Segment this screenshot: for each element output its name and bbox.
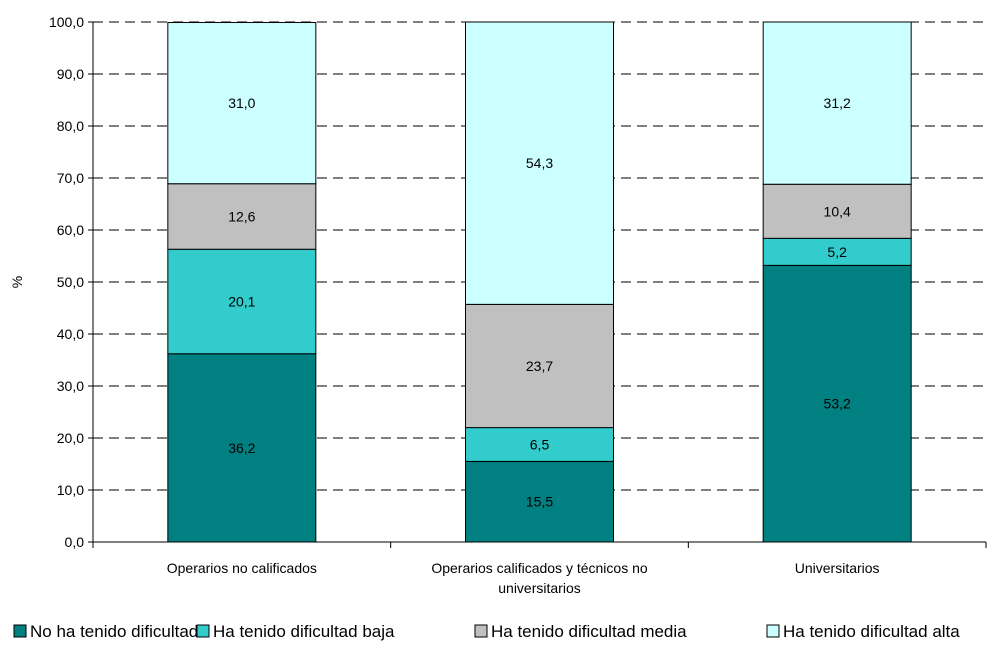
bar-segment bbox=[465, 460, 614, 543]
data-label: 23,7 bbox=[526, 358, 553, 374]
x-tick-label: Operarios calificados y técnicos no unive… bbox=[431, 560, 648, 596]
bar-segment bbox=[762, 21, 912, 185]
y-tick-label: 40,0 bbox=[57, 326, 84, 342]
bar-segment bbox=[167, 248, 317, 355]
data-label: 53,2 bbox=[824, 396, 851, 412]
legend: No ha tenido dificultad Ha tenido dificul… bbox=[13, 622, 960, 641]
bar-segment bbox=[762, 183, 912, 239]
y-tick-label: 50,0 bbox=[57, 274, 84, 290]
bar-segment bbox=[167, 353, 317, 543]
y-tick-label: 80,0 bbox=[57, 118, 84, 134]
y-tick-label: 90,0 bbox=[57, 66, 84, 82]
bars bbox=[167, 21, 912, 543]
data-label: 12,6 bbox=[228, 208, 255, 224]
data-label: 54,3 bbox=[526, 155, 553, 171]
bar-segment bbox=[465, 427, 614, 462]
y-tick-label: 0,0 bbox=[65, 534, 85, 550]
data-label: 31,0 bbox=[228, 95, 255, 111]
legend-swatch bbox=[474, 624, 488, 638]
data-label: 31,2 bbox=[824, 95, 851, 111]
y-tick-label: 10,0 bbox=[57, 482, 84, 498]
bar-segment bbox=[167, 22, 317, 185]
data-labels: 36,2 20,1 12,6 31,0 15,5 6,5 23,7 54,3 53,2 5,2 10… bbox=[228, 95, 851, 510]
bar-segment bbox=[762, 264, 912, 543]
y-tick-label: 100,0 bbox=[49, 14, 84, 30]
axes: 0,0 10,0 20,0 30,0 40,0 50,0 60,0 70,0 80,0 90,0 1… bbox=[9, 14, 987, 596]
legend-label: Ha tenido dificultad baja bbox=[213, 622, 395, 641]
bar-segment bbox=[167, 183, 317, 250]
x-tick-label: Universitarios bbox=[795, 560, 880, 576]
legend-swatch bbox=[766, 624, 780, 638]
data-label: 5,2 bbox=[827, 244, 847, 260]
legend-swatch bbox=[196, 624, 210, 638]
x-tick-label: Operarios no calificados bbox=[167, 560, 317, 576]
legend-label: Ha tenido dificultad media bbox=[491, 622, 687, 641]
legend-swatch bbox=[13, 624, 27, 638]
legend-label: Ha tenido dificultad alta bbox=[783, 622, 960, 641]
bar-segment bbox=[465, 303, 614, 429]
y-tick-label: 30,0 bbox=[57, 378, 84, 394]
data-label: 36,2 bbox=[228, 440, 255, 456]
y-tick-label: 60,0 bbox=[57, 222, 84, 238]
data-label: 15,5 bbox=[526, 494, 553, 510]
bar-segment bbox=[465, 21, 614, 305]
data-label: 20,1 bbox=[228, 294, 255, 310]
y-tick-label: 20,0 bbox=[57, 430, 84, 446]
y-axis-label: % bbox=[9, 276, 25, 288]
y-tick-label: 70,0 bbox=[57, 170, 84, 186]
data-label: 6,5 bbox=[530, 437, 550, 453]
data-label: 10,4 bbox=[824, 203, 851, 219]
legend-label: No ha tenido dificultad bbox=[30, 622, 198, 641]
